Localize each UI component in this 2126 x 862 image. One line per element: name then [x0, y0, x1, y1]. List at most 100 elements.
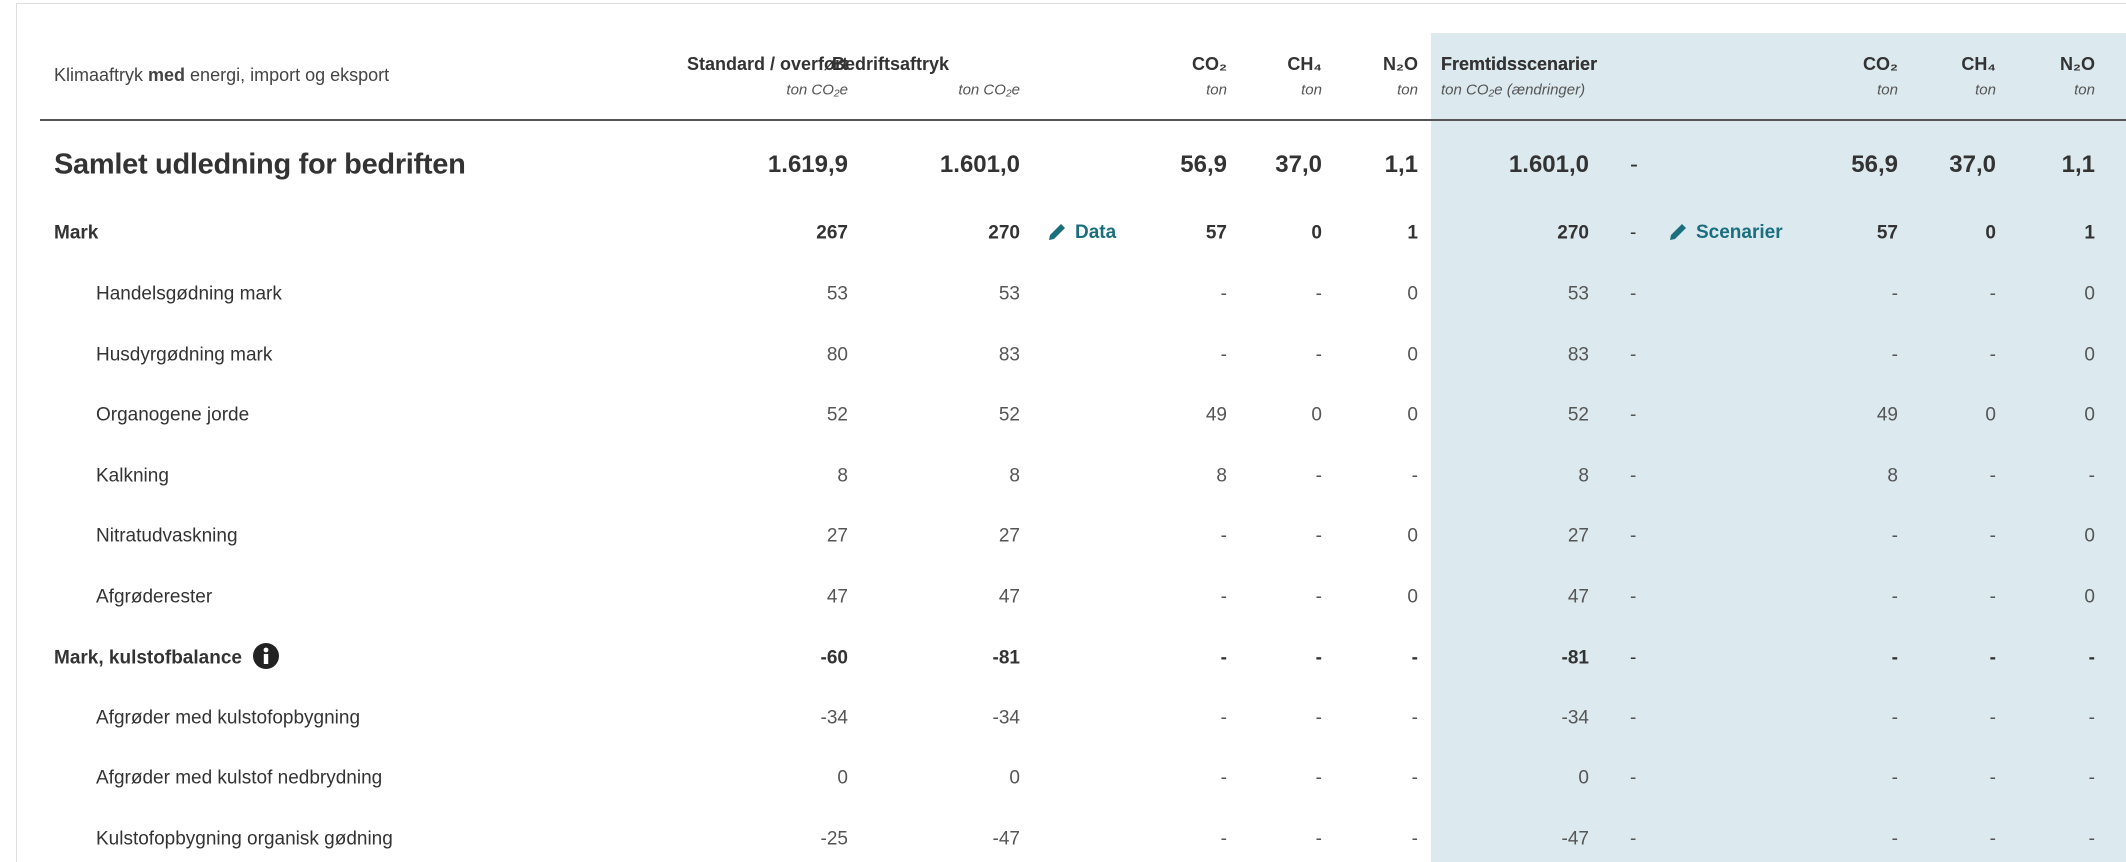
- value-cell: -34: [1561, 707, 1589, 729]
- value-cell: 8: [1009, 465, 1020, 487]
- value-cell: 8: [837, 465, 848, 487]
- value-cell: 27: [998, 525, 1020, 547]
- row-label: Husdyrgødning mark: [96, 344, 273, 366]
- value-cell: -: [2088, 707, 2095, 729]
- row-label: Mark, kulstofbalance: [54, 647, 242, 669]
- value-cell: 83: [1567, 344, 1589, 366]
- value-cell: -: [1989, 586, 1996, 608]
- value-cell: 1,1: [1384, 151, 1418, 178]
- row-label: Kulstofopbygning organisk gødning: [96, 828, 393, 850]
- value-cell: 8: [1216, 465, 1227, 487]
- info[interactable]: [252, 642, 280, 674]
- value-cell: -: [1220, 344, 1227, 366]
- value-cell: 52: [998, 404, 1020, 426]
- value-cell: 8: [1887, 465, 1898, 487]
- value-cell: -25: [820, 828, 848, 850]
- column-unit: ton: [1206, 81, 1227, 99]
- value-cell: -60: [820, 647, 848, 669]
- scenario-column-background: [1431, 33, 2126, 862]
- value-cell: -: [1220, 707, 1227, 729]
- value-cell: -: [1989, 647, 1996, 669]
- value-cell: -34: [820, 707, 848, 729]
- value-cell: -: [1891, 344, 1898, 366]
- value-cell: 0: [2084, 344, 2095, 366]
- value-cell: -: [1989, 344, 1996, 366]
- value-cell: 0: [1407, 283, 1418, 305]
- column-unit: ton: [1301, 81, 1322, 99]
- button-label[interactable]: Scenarier: [1696, 221, 1783, 243]
- value-cell: -: [1220, 283, 1227, 305]
- value-cell: -: [1989, 767, 1996, 789]
- value-cell: -47: [992, 828, 1020, 850]
- value-cell: -: [1315, 647, 1322, 669]
- column-name: N₂O: [1383, 54, 1418, 74]
- change-cell: -: [1630, 283, 1637, 305]
- header-title: Klimaaftryk med energi, import og ekspor…: [54, 66, 389, 84]
- value-cell: 0: [1009, 767, 1020, 789]
- column-name: Fremtidsscenarier: [1441, 54, 1598, 74]
- column-name hn: Fremtidsscenarier: [1441, 54, 1598, 74]
- data-button[interactable]: Data: [1047, 222, 1116, 242]
- header-rule: [40, 119, 2126, 121]
- value-cell: 0: [1407, 404, 1418, 426]
- value-cell: -: [1989, 707, 1996, 729]
- title-part: med: [148, 65, 186, 85]
- value-cell: -: [1315, 586, 1322, 608]
- value-cell: -: [1315, 767, 1322, 789]
- value-cell: -: [1315, 283, 1322, 305]
- value-cell: -47: [1561, 828, 1589, 850]
- value-cell: -: [2088, 465, 2095, 487]
- row-label: Afgrøderester: [96, 586, 213, 608]
- change-cell: -: [1630, 344, 1637, 366]
- value-cell: 0: [1311, 404, 1322, 426]
- value-cell: 37,0: [1275, 151, 1322, 178]
- value-cell: 0: [1578, 767, 1589, 789]
- column-name: CH₄: [1287, 54, 1322, 74]
- button-label[interactable]: Data: [1075, 221, 1117, 243]
- value-cell: -: [1411, 465, 1418, 487]
- value-cell: -: [1989, 465, 1996, 487]
- value-cell: -: [1891, 767, 1898, 789]
- column-name: CH₄: [1961, 54, 1996, 74]
- value-cell: 267: [816, 222, 848, 244]
- column-unit: ton: [1975, 81, 1996, 99]
- change-cell: -: [1630, 222, 1637, 244]
- value-cell: -: [1315, 707, 1322, 729]
- value-cell: -: [1315, 344, 1322, 366]
- value-cell: 1.601,0: [1508, 151, 1589, 178]
- value-cell: -: [1891, 828, 1898, 850]
- value-cell: 47: [826, 586, 848, 608]
- value-cell: -: [1891, 707, 1898, 729]
- value-cell: 56,9: [1180, 151, 1227, 178]
- value-cell: -: [1220, 767, 1227, 789]
- row-label: Afgrøder med kulstof nedbrydning: [96, 767, 383, 789]
- value-cell: -: [1989, 283, 1996, 305]
- value-cell: 80: [826, 344, 848, 366]
- change-cell: -: [1630, 151, 1638, 178]
- value-cell: 83: [998, 344, 1020, 366]
- change-cell: -: [1630, 767, 1637, 789]
- value-cell: 0: [1407, 344, 1418, 366]
- value-cell: -: [1891, 647, 1898, 669]
- pencil-icon: [1670, 224, 1686, 240]
- value-cell: 0: [1407, 586, 1418, 608]
- value-cell: 1.619,9: [767, 151, 848, 178]
- value-cell: 52: [1567, 404, 1589, 426]
- value-cell: -: [1315, 525, 1322, 547]
- value-cell: -: [1411, 707, 1418, 729]
- value-cell: -: [1989, 525, 1996, 547]
- value-cell: 0: [2084, 525, 2095, 547]
- value-cell: 0: [1985, 222, 1996, 244]
- scenario-button[interactable]: Scenarier: [1668, 222, 1783, 242]
- value-cell: 53: [998, 283, 1020, 305]
- column-unit: ton CO₂e (ændringer): [1441, 81, 1586, 99]
- value-cell: 57: [1205, 222, 1227, 244]
- change-cell: -: [1630, 525, 1637, 547]
- column-unit: ton: [1877, 81, 1898, 99]
- value-cell: 0: [2084, 283, 2095, 305]
- value-cell: 270: [1557, 222, 1589, 244]
- row-label: Handelsgødning mark: [96, 283, 282, 305]
- value-cell: 0: [1311, 222, 1322, 244]
- value-cell: 47: [998, 586, 1020, 608]
- column-name: CO₂: [1863, 54, 1898, 74]
